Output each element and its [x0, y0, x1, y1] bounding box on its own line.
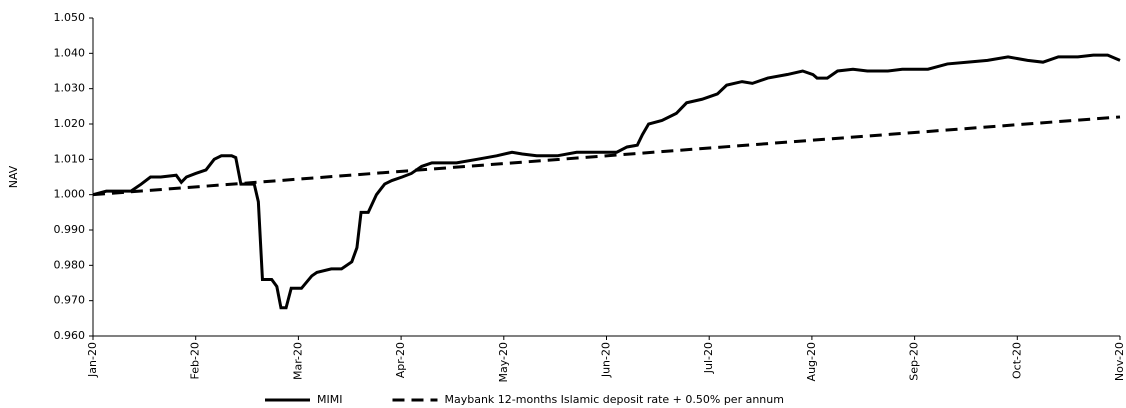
x-tick-label: Mar-20 — [291, 342, 304, 380]
y-tick-label: 1.050 — [54, 11, 86, 24]
legend-label: MIMI — [317, 393, 342, 406]
y-tick-label: 1.000 — [54, 188, 86, 201]
y-tick-label: 1.020 — [54, 117, 86, 130]
y-tick-label: 0.980 — [54, 258, 86, 271]
legend-label: Maybank 12-months Islamic deposit rate +… — [444, 393, 783, 406]
x-tick-label: Jun-20 — [600, 342, 613, 378]
series-line — [92, 115, 1121, 197]
x-tick-label: Oct-20 — [1010, 342, 1023, 379]
x-tick-label: Sep-20 — [908, 342, 921, 381]
y-tick-label: 1.030 — [54, 82, 86, 95]
y-tick-label: 1.040 — [54, 46, 86, 59]
x-tick-label: Jan-20 — [86, 342, 99, 378]
x-tick-label: Aug-20 — [805, 342, 818, 381]
series-line — [92, 53, 1121, 310]
x-tick-label: Feb-20 — [189, 342, 202, 379]
x-tick-label: Apr-20 — [394, 342, 407, 378]
x-tick-label: Nov-20 — [1113, 342, 1126, 381]
x-tick-label: May-20 — [497, 342, 510, 383]
y-tick-label: 1.010 — [54, 152, 86, 165]
y-tick-label: 0.970 — [54, 294, 86, 307]
y-tick-label: 0.960 — [54, 329, 86, 342]
x-tick-label: Jul-20 — [702, 342, 715, 374]
y-tick-label: 0.990 — [54, 223, 86, 236]
y-axis-label: NAV — [7, 165, 20, 188]
